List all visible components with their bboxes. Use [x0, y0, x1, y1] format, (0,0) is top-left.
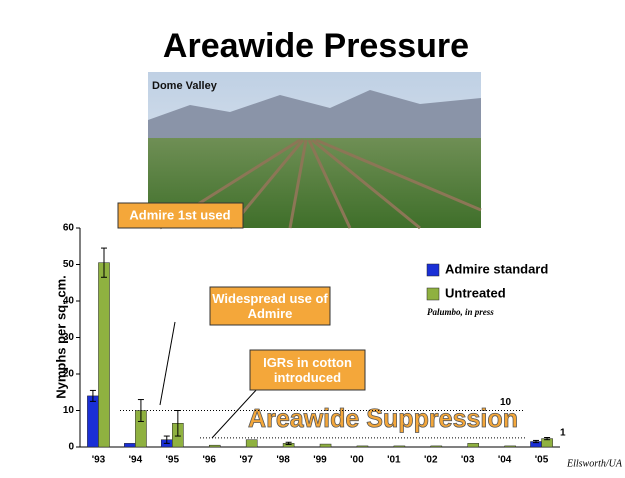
source: Palumbo, in press: [427, 307, 494, 317]
slide-title: Areawide Pressure: [163, 27, 469, 65]
legend-swatch: [427, 264, 439, 276]
x-tick-label: '93: [92, 455, 106, 466]
x-tick-label: '05: [535, 455, 549, 466]
banner: Areawide Suppression: [248, 403, 518, 433]
bar: [209, 445, 220, 447]
y-tick-label: 30: [63, 332, 75, 343]
legend-swatch: [427, 288, 439, 300]
credit: Ellsworth/UA: [566, 458, 623, 469]
x-tick-label: '96: [202, 455, 216, 466]
legend-label: Untreated: [445, 285, 506, 300]
bar: [431, 446, 442, 447]
x-tick-label: '95: [166, 455, 180, 466]
y-tick-label: 60: [63, 223, 75, 234]
bar: [357, 446, 368, 447]
bar: [505, 446, 516, 447]
photo-caption: Dome Valley: [152, 80, 218, 92]
annotation: Widespread use of Admire: [210, 287, 330, 325]
bar: [98, 263, 109, 447]
bar: [394, 446, 405, 447]
y-tick-label: 10: [63, 405, 75, 416]
x-tick-label: '99: [313, 455, 327, 466]
y-tick-label: 40: [63, 296, 75, 307]
legend-label: Admire standard: [445, 261, 548, 276]
annotation: Admire 1st used: [129, 207, 230, 222]
annotation-text: Widespread use of Admire: [210, 287, 330, 325]
y-tick-label: 0: [68, 442, 74, 453]
annotation: IGRs in cotton introduced: [250, 350, 365, 390]
bar: [320, 444, 331, 447]
reference-label: 1: [560, 428, 566, 439]
x-tick-label: '94: [129, 455, 143, 466]
x-tick-label: '98: [276, 455, 290, 466]
reference-label: 10: [500, 397, 512, 408]
x-tick-label: '97: [239, 455, 253, 466]
bar: [87, 396, 98, 447]
annotation-text: IGRs in cotton introduced: [250, 350, 365, 390]
slide: Areawide Pressure Dome Valley Admire 1st…: [0, 0, 625, 473]
x-tick-label: '04: [498, 455, 512, 466]
x-tick-label: '02: [424, 455, 438, 466]
y-tick-label: 20: [63, 369, 75, 380]
bar: [468, 443, 479, 447]
x-tick-label: '03: [461, 455, 475, 466]
x-tick-label: '00: [350, 455, 364, 466]
x-tick-label: '01: [387, 455, 401, 466]
bar: [124, 443, 135, 447]
y-tick-label: 50: [63, 259, 75, 270]
bar: [246, 440, 257, 447]
